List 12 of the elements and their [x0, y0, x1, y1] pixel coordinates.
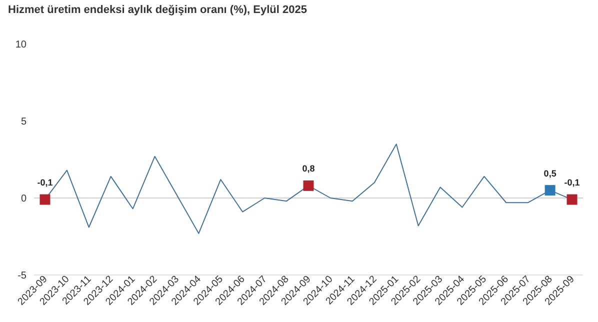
data-label: 0,8 [302, 164, 315, 174]
y-tick-label: 5 [20, 116, 27, 128]
data-label: 0,5 [544, 168, 556, 178]
data-label: -0,1 [37, 178, 53, 188]
data-label: -0,1 [564, 178, 580, 188]
chart-title: Hizmet üretim endeksi aylık değişim oranı (%), Eylül 2025 [8, 4, 307, 16]
point [303, 180, 314, 191]
point [40, 194, 50, 205]
point [566, 194, 578, 205]
point [544, 185, 556, 196]
y-tick-label: 10 [15, 40, 27, 50]
y-tick-label: 0 [20, 194, 27, 204]
